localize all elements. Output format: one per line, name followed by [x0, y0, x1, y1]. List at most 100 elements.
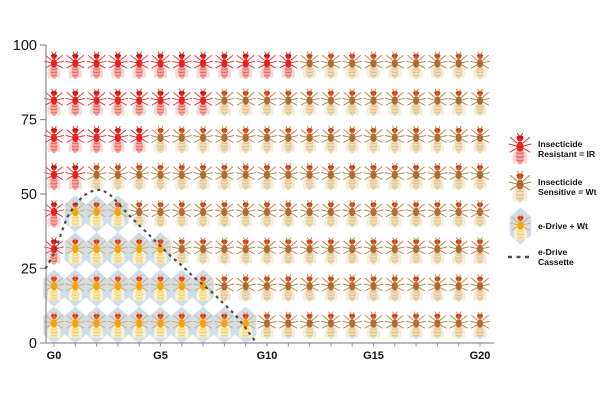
fly-wt: [384, 199, 406, 228]
legend-label-edrive: e-Drive + Wt: [538, 221, 588, 231]
fly-ir: [86, 51, 107, 80]
fly-wt: [256, 199, 278, 228]
fly-ir: [107, 88, 129, 117]
fly-wt: [278, 162, 299, 191]
fly-wt: [192, 162, 214, 191]
fly-ir: [43, 51, 65, 80]
fly-wt: [405, 274, 427, 303]
y-tick-label: 0: [29, 336, 37, 352]
fly-wt: [384, 162, 406, 191]
fly-wt: [278, 236, 299, 266]
fly-wt: [405, 162, 427, 191]
fly-ir: [86, 88, 107, 117]
fly-wt: [278, 199, 299, 228]
fly-ir: [65, 88, 86, 117]
y-tick-label: 25: [21, 262, 37, 278]
fly-wt: [299, 125, 320, 154]
fly-wt: [192, 125, 214, 154]
fly-wt: [363, 236, 384, 266]
fly-wt: [235, 125, 256, 154]
fly-wt: [341, 274, 363, 303]
fly-wt: [235, 162, 256, 191]
fly-wt: [192, 236, 214, 266]
fly-wt: [235, 199, 256, 228]
fly-wt: [341, 236, 363, 266]
fly-wt: [469, 236, 491, 266]
legend-item-edrive-wt: e-Drive + Wt: [505, 207, 588, 245]
fly-wt: [448, 274, 469, 303]
fly-wt: [128, 199, 150, 228]
legend-label-ir: Insecticide Resistant = IR: [538, 138, 596, 159]
fly-wt: [299, 274, 320, 303]
fly-ir: [256, 51, 278, 80]
fly-wt: [214, 236, 235, 266]
legend-label-cassette: e-Drive Cassette: [538, 247, 574, 267]
fly-ir: [171, 88, 193, 117]
axis-ticks: [40, 44, 481, 347]
fly-wt: [427, 51, 448, 80]
fly-wt: [427, 274, 448, 303]
fly-wt: [448, 199, 469, 228]
fly-wt: [448, 311, 469, 340]
fly-ir: [214, 51, 235, 80]
fly-wt: [256, 274, 278, 303]
fly-wt: [299, 51, 320, 80]
fly-wt: [320, 311, 342, 340]
fly-wt: [256, 88, 278, 117]
legend-item-edrive-cassette: e-Drive Cassette: [505, 247, 574, 267]
edrive-cassette-curve: [44, 188, 258, 344]
fly-ir: [171, 51, 193, 80]
fly-wt: [469, 199, 491, 228]
y-tick-label: 50: [21, 187, 37, 203]
fly-wt: [363, 162, 384, 191]
fly-wt: [299, 236, 320, 266]
fly-wt: [405, 199, 427, 228]
fly-wt: [427, 125, 448, 154]
dashed-line-icon: [505, 253, 535, 261]
fly-ir: [107, 125, 129, 154]
fly-ir: [65, 51, 86, 80]
fly-wt: [214, 162, 235, 191]
fly-ir: [65, 162, 86, 191]
fly-wt: [405, 51, 427, 80]
ir-fly-icon: [505, 132, 535, 165]
x-tick-label: G0: [47, 350, 62, 362]
fly-wt: [235, 88, 256, 117]
fly-wt: [320, 51, 342, 80]
fly-wt: [192, 199, 214, 228]
fly-ir: [128, 125, 150, 154]
fly-wt: [405, 236, 427, 266]
fly-wt: [256, 311, 278, 340]
fly-wt: [299, 162, 320, 191]
fly-wt: [214, 125, 235, 154]
fly-wt: [278, 311, 299, 340]
fly-ir: [107, 51, 129, 80]
fly-wt: [320, 125, 342, 154]
fly-ir: [86, 125, 107, 154]
x-tick-label: G20: [470, 350, 491, 362]
fly-wt: [320, 274, 342, 303]
fly-wt: [469, 162, 491, 191]
y-tick-label: 75: [21, 113, 37, 129]
fly-wt: [384, 236, 406, 266]
fly-wt: [427, 199, 448, 228]
fly-wt: [469, 88, 491, 117]
fly-wt: [469, 125, 491, 154]
x-tick-label: G10: [257, 350, 278, 362]
fly-wt: [363, 311, 384, 340]
fly-wt: [341, 88, 363, 117]
fly-wt: [384, 274, 406, 303]
fly-wt: [235, 236, 256, 266]
fly-wt: [469, 51, 491, 80]
legend-item-insecticide-sensitive: Insecticide Sensitive = Wt: [505, 170, 597, 203]
fly-wt: [448, 162, 469, 191]
fly-wt: [278, 88, 299, 117]
fly-wt: [448, 125, 469, 154]
fly-wt: [363, 88, 384, 117]
fly-wt: [214, 199, 235, 228]
fly-wt: [150, 199, 171, 228]
fly-wt: [448, 51, 469, 80]
fly-wt: [384, 125, 406, 154]
fly-wt: [341, 125, 363, 154]
